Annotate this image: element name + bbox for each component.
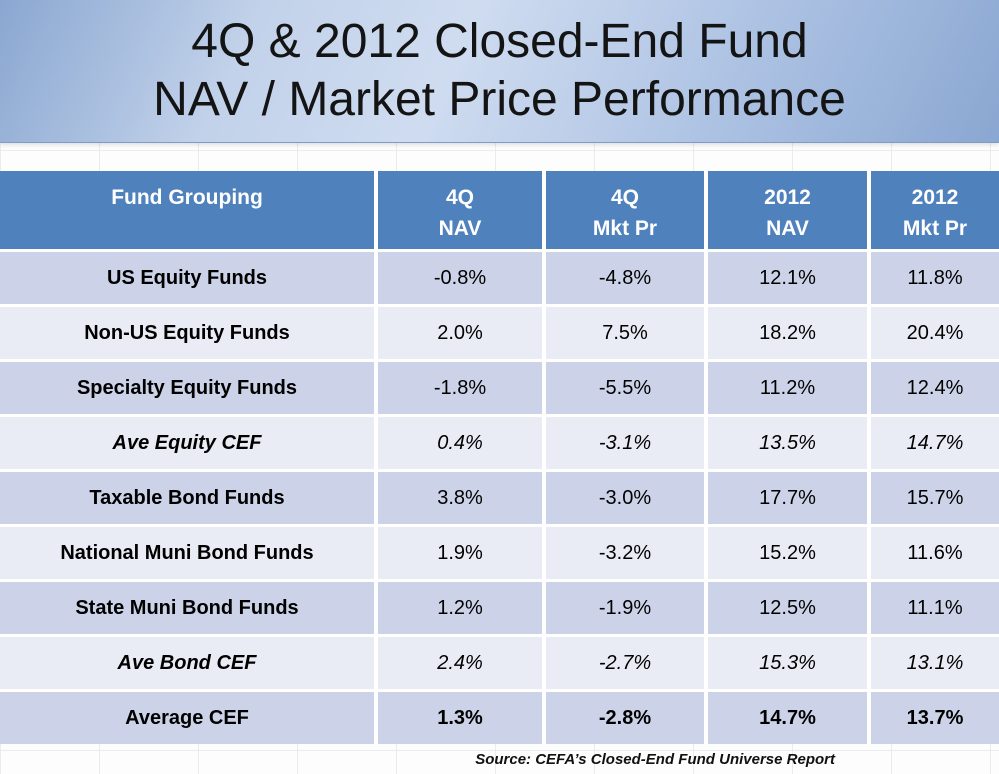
column-header-text: Mkt Pr [592, 217, 658, 240]
fund-group-cell: Ave Bond CEF [0, 634, 378, 689]
table-row: US Equity Funds -0.8% -4.8% 12.1% 11.8% [0, 249, 999, 304]
column-header-text: NAV [438, 217, 482, 240]
value-cell: -2.7% [546, 634, 708, 689]
source-attribution: Source: CEFA’s Closed-End Fund Universe … [475, 751, 835, 768]
fund-group-cell: Ave Equity CEF [0, 414, 378, 469]
value-cell: -5.5% [546, 359, 708, 414]
value-cell: 1.2% [378, 579, 546, 634]
fund-group-cell: Taxable Bond Funds [0, 469, 378, 524]
fund-group-cell: Average CEF [0, 689, 378, 744]
column-header-4q-mkt-pr: 4Q Mkt Pr [546, 171, 708, 249]
column-header-2012-mkt-pr: 2012 Mkt Pr [871, 171, 999, 249]
value-cell: 15.3% [708, 634, 871, 689]
table-row: National Muni Bond Funds 1.9% -3.2% 15.2… [0, 524, 999, 579]
title-banner: 4Q & 2012 Closed-End Fund NAV / Market P… [0, 0, 999, 143]
value-cell: 7.5% [546, 304, 708, 359]
value-cell: 15.2% [708, 524, 871, 579]
column-header-text: Fund Grouping [111, 186, 263, 209]
value-cell: 18.2% [708, 304, 871, 359]
value-cell: -1.9% [546, 579, 708, 634]
value-cell: 1.3% [378, 689, 546, 744]
value-cell: 2.4% [378, 634, 546, 689]
value-cell: -3.0% [546, 469, 708, 524]
value-cell: -1.8% [378, 359, 546, 414]
column-header-text: 4Q [445, 186, 474, 209]
value-cell: -3.1% [546, 414, 708, 469]
column-header-text: Mkt Pr [902, 217, 968, 240]
table-row: Ave Bond CEF 2.4% -2.7% 15.3% 13.1% [0, 634, 999, 689]
value-cell: 3.8% [378, 469, 546, 524]
fund-group-cell: US Equity Funds [0, 249, 378, 304]
column-header-2012-nav: 2012 NAV [708, 171, 871, 249]
value-cell: -3.2% [546, 524, 708, 579]
value-cell: 13.7% [871, 689, 999, 744]
value-cell: 11.6% [871, 524, 999, 579]
table-row: Taxable Bond Funds 3.8% -3.0% 17.7% 15.7… [0, 469, 999, 524]
value-cell: 2.0% [378, 304, 546, 359]
fund-group-cell: National Muni Bond Funds [0, 524, 378, 579]
value-cell: -4.8% [546, 249, 708, 304]
table-row: State Muni Bond Funds 1.2% -1.9% 12.5% 1… [0, 579, 999, 634]
fund-group-cell: State Muni Bond Funds [0, 579, 378, 634]
table-header-row: Fund Grouping 4Q NAV 4Q Mkt Pr 2012 NAV … [0, 171, 999, 249]
fund-performance-table: Fund Grouping 4Q NAV 4Q Mkt Pr 2012 NAV … [0, 171, 999, 744]
table-row: Specialty Equity Funds -1.8% -5.5% 11.2%… [0, 359, 999, 414]
value-cell: 14.7% [708, 689, 871, 744]
value-cell: 17.7% [708, 469, 871, 524]
fund-group-cell: Specialty Equity Funds [0, 359, 378, 414]
column-header-4q-nav: 4Q NAV [378, 171, 546, 249]
value-cell: 12.1% [708, 249, 871, 304]
column-header-text: NAV [766, 217, 809, 240]
column-header-text: 2012 [764, 186, 811, 209]
column-header-fund-grouping: Fund Grouping [0, 171, 378, 249]
value-cell: 1.9% [378, 524, 546, 579]
fund-group-cell: Non-US Equity Funds [0, 304, 378, 359]
slide-title-line1: 4Q & 2012 Closed-End Fund [191, 15, 808, 68]
value-cell: 20.4% [871, 304, 999, 359]
value-cell: 15.7% [871, 469, 999, 524]
value-cell: 12.4% [871, 359, 999, 414]
value-cell: -2.8% [546, 689, 708, 744]
column-header-text: 4Q [610, 186, 639, 209]
table-row: Ave Equity CEF 0.4% -3.1% 13.5% 14.7% [0, 414, 999, 469]
value-cell: 11.1% [871, 579, 999, 634]
value-cell: 12.5% [708, 579, 871, 634]
value-cell: -0.8% [378, 249, 546, 304]
value-cell: 0.4% [378, 414, 546, 469]
value-cell: 13.5% [708, 414, 871, 469]
value-cell: 11.2% [708, 359, 871, 414]
value-cell: 11.8% [871, 249, 999, 304]
slide-title-line2: NAV / Market Price Performance [153, 73, 846, 126]
table-row: Non-US Equity Funds 2.0% 7.5% 18.2% 20.4… [0, 304, 999, 359]
value-cell: 13.1% [871, 634, 999, 689]
value-cell: 14.7% [871, 414, 999, 469]
table-row: Average CEF 1.3% -2.8% 14.7% 13.7% [0, 689, 999, 744]
column-header-text: 2012 [911, 186, 959, 209]
